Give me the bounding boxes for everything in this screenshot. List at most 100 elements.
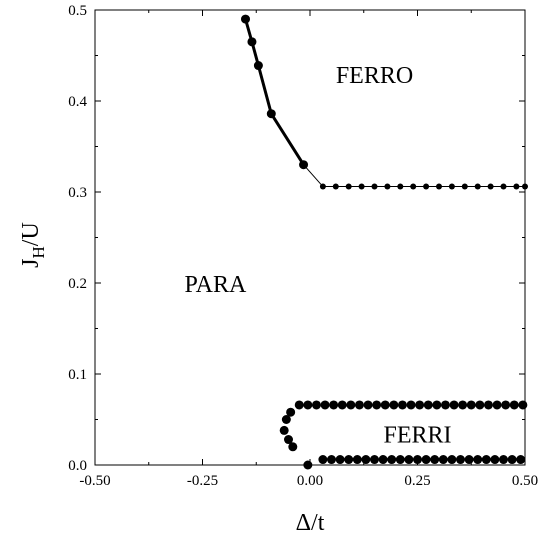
data-point [438,455,448,465]
data-point [410,183,417,190]
data-point [464,455,474,465]
data-point [371,183,378,190]
data-point [397,183,404,190]
data-point [335,455,345,465]
data-point [281,415,291,424]
data-point [483,400,493,410]
y-tick-label: 0.2 [68,276,87,292]
data-point [279,425,289,435]
data-point [458,400,468,410]
data-point [516,455,526,465]
data-point [513,183,520,190]
data-point [311,400,321,410]
data-point [344,455,354,465]
data-point [253,61,263,71]
data-point [413,455,422,465]
data-point [456,455,465,465]
data-point [423,183,430,190]
x-tick-label: -0.50 [79,473,110,489]
data-point [461,183,468,190]
y-tick-label: 0.4 [68,94,87,110]
data-point [395,455,405,465]
data-point [241,14,250,24]
y-tick-label: 0.5 [68,3,87,19]
data-point [286,407,296,417]
data-point [447,455,457,465]
data-point [332,183,339,190]
data-point [284,435,293,445]
data-point [415,400,425,410]
y-tick-label: 0.0 [68,458,87,474]
data-point [487,183,494,190]
data-point [522,183,528,190]
data-point [421,455,431,465]
phase-boundary-line [303,164,525,188]
data-point [490,455,500,465]
y-axis-title-subscript: H [29,246,48,258]
data-point [318,455,328,465]
y-axis-title-main: J [18,258,44,267]
data-series [241,14,528,470]
y-axis-title: JH/U [18,222,48,268]
data-point [430,455,440,465]
data-point [406,400,416,410]
region-labels: FERRO PARA FERRI [184,63,451,448]
data-point [378,455,388,465]
data-point [320,400,330,410]
data-point [337,400,347,410]
region-label-ferro: FERRO [336,63,413,89]
data-point [294,400,304,410]
data-point [499,455,508,465]
axis-ticks: -0.50 -0.25 0.00 0.25 0.50 0.0 0.1 0.2 0.3 0.4 0.5 [68,3,538,489]
x-axis-title: Δ/t [296,510,325,536]
data-point [352,455,362,465]
data-point [432,400,442,410]
x-tick-label: -0.25 [187,473,218,489]
data-point [423,400,433,410]
data-point [397,400,407,410]
region-label-ferri: FERRI [383,422,451,448]
data-point [363,400,373,410]
data-point [303,400,313,410]
data-point [448,183,455,190]
data-point [345,183,352,190]
data-point [380,400,390,410]
data-point [247,37,257,47]
data-point [507,455,517,465]
data-point [518,400,528,410]
data-point [449,400,459,410]
data-point [500,183,507,190]
data-point [303,460,313,470]
data-point [387,455,397,465]
data-point [319,183,326,190]
data-point [361,455,371,465]
data-point [266,109,276,119]
data-point [440,400,450,410]
data-point [354,400,364,410]
data-point [404,455,414,465]
data-point [288,442,298,452]
data-point [389,400,399,410]
region-label-para: PARA [184,272,246,298]
y-tick-label: 0.1 [68,367,87,383]
data-point [372,400,382,410]
data-point [481,455,491,465]
data-point [346,400,356,410]
y-tick-label: 0.3 [68,185,87,201]
data-point [329,400,339,410]
data-point [475,400,485,410]
y-axis-title-rest: /U [18,222,44,246]
data-point [370,455,379,465]
plot-frame [94,9,526,466]
data-point [358,183,365,190]
x-tick-label: 0.00 [297,473,323,489]
data-point [473,455,483,465]
data-point [474,183,481,190]
x-tick-label: 0.25 [404,473,430,489]
data-point [509,400,519,410]
data-point [436,183,442,190]
data-point [466,400,476,410]
data-point [492,400,502,410]
x-tick-label: 0.50 [512,473,538,489]
